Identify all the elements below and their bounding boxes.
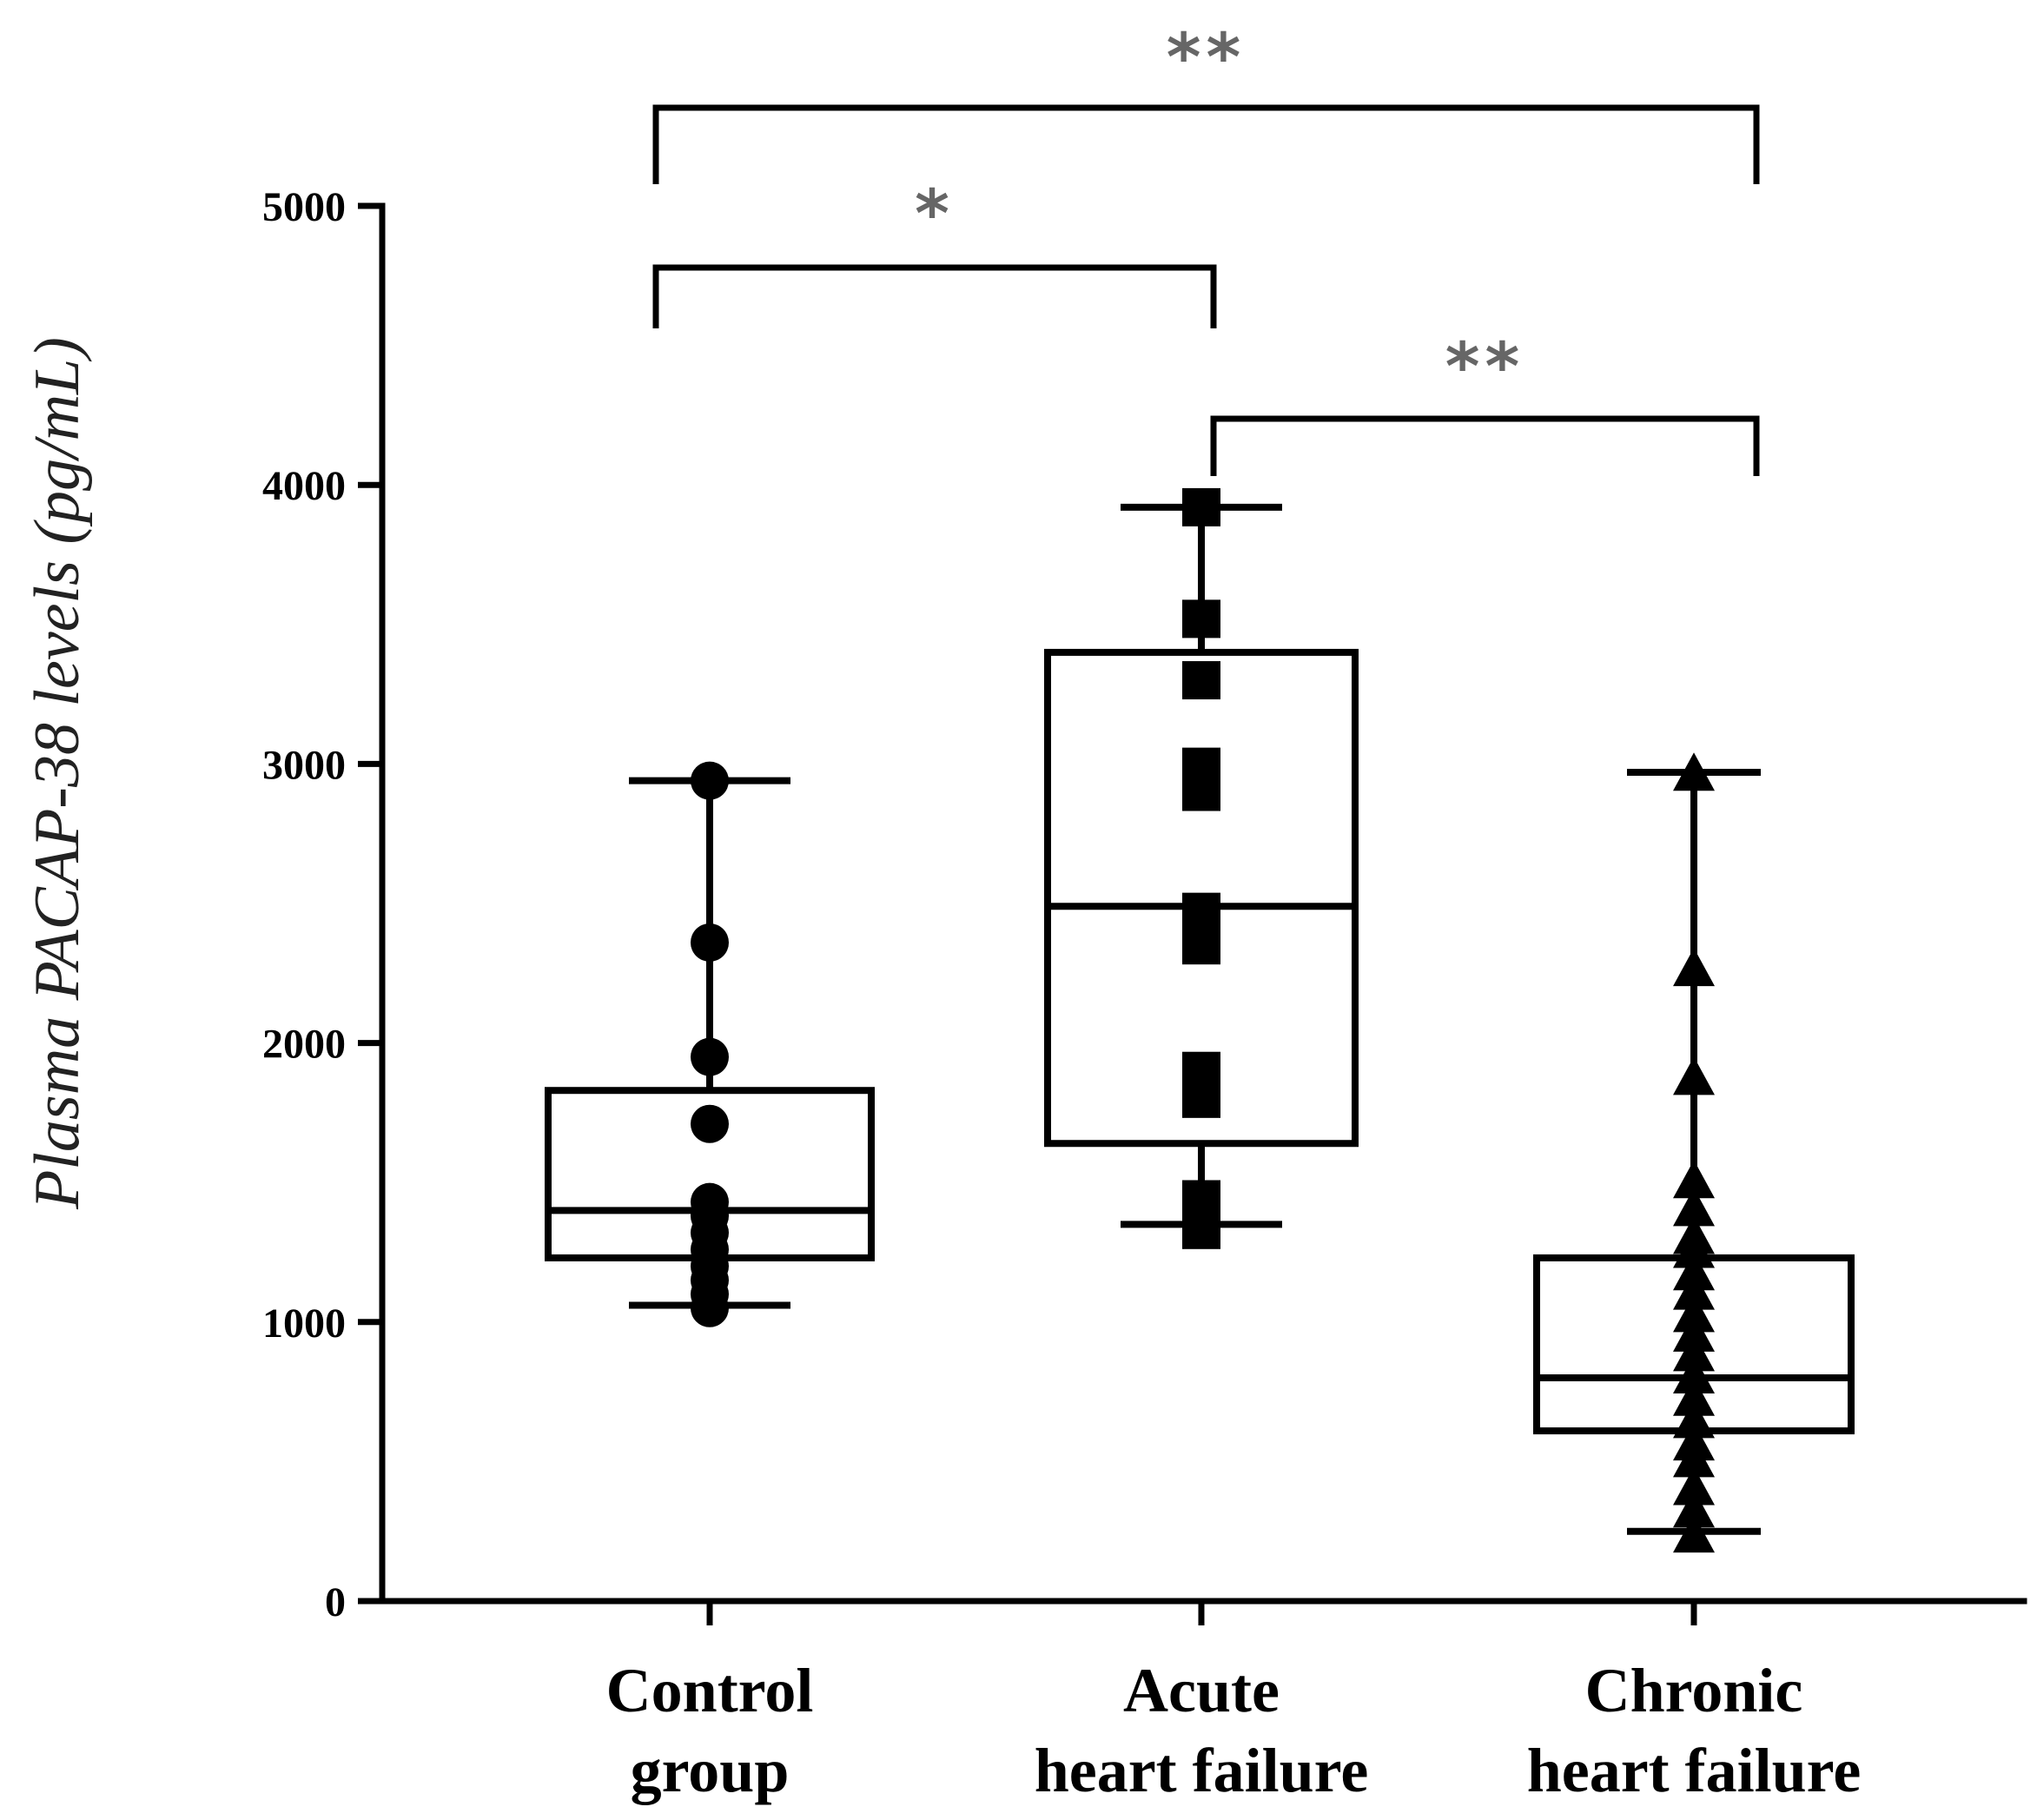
data-point-triangle	[1673, 948, 1715, 987]
data-point-square	[1182, 892, 1220, 931]
x-category-label: Chronic	[1585, 1656, 1803, 1725]
y-tick-label: 2000	[262, 1022, 346, 1068]
box-group	[1044, 487, 1359, 1249]
data-point-triangle	[1673, 1422, 1715, 1461]
data-point-circle	[691, 1037, 729, 1076]
x-ticks: Control group Acute heart failure Chronic hea…	[606, 1601, 1862, 1805]
y-tick-label: 4000	[262, 463, 346, 509]
significance-bracket: **	[652, 18, 1760, 184]
data-point-triangle	[1673, 1271, 1715, 1310]
x-category-label: heart failure	[1035, 1736, 1369, 1805]
data-point-triangle	[1673, 1466, 1715, 1506]
data-point-circle	[691, 923, 729, 962]
data-point-square	[1182, 926, 1220, 965]
data-point-square	[1182, 1180, 1220, 1219]
data-point-triangle	[1673, 1160, 1715, 1199]
data-point-triangle	[1673, 1294, 1715, 1333]
data-point-square	[1182, 747, 1220, 786]
bracket-line	[1210, 415, 1760, 476]
x-category-label: Control	[606, 1656, 814, 1725]
box-iqr	[1533, 1254, 1855, 1435]
data-point-square	[1182, 487, 1220, 526]
y-tick-label: 0	[325, 1579, 346, 1625]
y-tick-label: 1000	[262, 1300, 346, 1347]
bracket-line	[652, 264, 1217, 328]
data-point-triangle	[1673, 1313, 1715, 1352]
data-point-triangle	[1673, 1377, 1715, 1416]
box-iqr	[545, 1087, 875, 1261]
y-ticks: 0 1000 2000 3000 4000 5000	[262, 184, 382, 1625]
significance-label: **	[1445, 328, 1525, 405]
data-point-circle	[691, 1182, 729, 1221]
significance-label: *	[915, 175, 955, 252]
y-tick-label: 3000	[262, 742, 346, 788]
box-group	[545, 761, 875, 1327]
x-category-label: Acute	[1123, 1656, 1280, 1725]
data-point-triangle	[1673, 1333, 1715, 1372]
box-plots	[545, 487, 1855, 1553]
box-group	[1533, 752, 1855, 1553]
significance-bracket: **	[1210, 328, 1760, 476]
data-point-triangle	[1673, 1056, 1715, 1095]
significance-label: **	[1167, 18, 1247, 96]
data-point-triangle	[1673, 752, 1715, 791]
significance-brackets: *****	[652, 18, 1760, 476]
data-point-triangle	[1673, 1514, 1715, 1553]
x-category-label: group	[631, 1736, 790, 1805]
data-point-square	[1182, 599, 1220, 639]
y-tick-label: 5000	[262, 184, 346, 230]
box-iqr	[1044, 648, 1359, 1148]
y-axis-title-group: Plasma PACAP-38 levels (pg/mL)	[22, 337, 93, 1210]
data-point-circle	[691, 761, 729, 800]
x-category-label: heart failure	[1527, 1736, 1862, 1805]
data-point-triangle	[1673, 1252, 1715, 1291]
data-point-triangle	[1673, 1188, 1715, 1227]
significance-bracket: *	[652, 175, 1217, 328]
y-axis-title: Plasma PACAP-38 levels (pg/mL)	[22, 337, 93, 1210]
data-point-circle	[691, 1104, 729, 1143]
data-point-square	[1182, 661, 1220, 700]
data-point-triangle	[1673, 1215, 1715, 1254]
data-point-triangle	[1673, 1489, 1715, 1528]
bracket-line	[652, 104, 1760, 184]
data-point-square	[1182, 1051, 1220, 1090]
